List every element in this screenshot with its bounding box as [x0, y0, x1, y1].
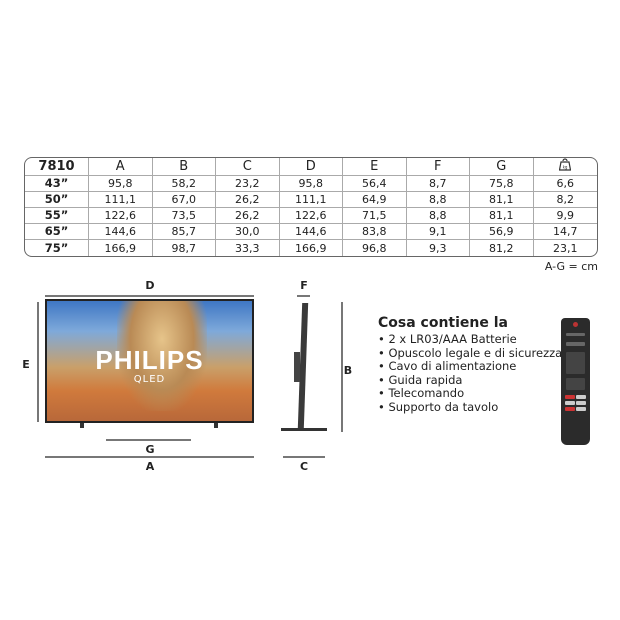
- table-cell: 71,5: [343, 208, 407, 224]
- table-cell: 95,8: [89, 176, 153, 192]
- dim-label-c: C: [299, 460, 309, 473]
- dim-label-g: G: [145, 443, 155, 456]
- table-row: 75” 166,9 98,7 33,3 166,9 96,8 9,3 81,2 23,1: [25, 240, 597, 256]
- table-cell: 67,0: [152, 192, 216, 208]
- table-cell: 33,3: [216, 240, 280, 256]
- table-cell: 56,4: [343, 176, 407, 192]
- table-cell: 122,6: [89, 208, 153, 224]
- table-row: 55” 122,6 73,5 26,2 122,6 71,5 8,8 81,1 9,9: [25, 208, 597, 224]
- dim-label-a: A: [145, 460, 155, 473]
- table-cell: 166,9: [280, 240, 343, 256]
- table-cell: 144,6: [89, 224, 153, 240]
- remote-control-image: [561, 318, 590, 445]
- dim-label-f: F: [300, 279, 308, 292]
- table-cell: 95,8: [279, 176, 343, 192]
- screen-size: 50”: [25, 192, 89, 208]
- col-header: A: [89, 158, 153, 176]
- table-cell: 144,6: [279, 224, 343, 240]
- table-row: 43” 95,8 58,2 23,2 95,8 56,4 8,7 75,8 6,6: [25, 176, 597, 192]
- table-cell: 9,1: [406, 224, 470, 240]
- table-cell: 64,9: [343, 192, 407, 208]
- table-cell: 6,6: [533, 176, 597, 192]
- table-cell: 26,2: [216, 208, 280, 224]
- table-header-row: 7810 A B C D E F G kg: [25, 158, 597, 176]
- table-cell: 9,3: [407, 240, 470, 256]
- table-cell: 81,1: [470, 208, 534, 224]
- list-item: 2 x LR03/AAA Batterie: [378, 332, 562, 347]
- table-cell: 166,9: [89, 240, 153, 256]
- dim-line-f: [297, 295, 310, 297]
- table-cell: 111,1: [89, 192, 153, 208]
- table-cell: 73,5: [152, 208, 216, 224]
- col-header: F: [406, 158, 470, 176]
- tv-foot-right: [214, 423, 218, 428]
- list-item: Opuscolo legale e di sicurezza: [378, 346, 562, 361]
- tv-side-stand: [281, 428, 327, 431]
- table-cell: 75,8: [470, 176, 534, 192]
- table-cell: 111,1: [279, 192, 343, 208]
- dim-line-e: [37, 302, 39, 422]
- list-item: Telecomando: [378, 387, 562, 401]
- dim-label-b: B: [343, 364, 353, 377]
- weight-kg-icon: kg: [559, 158, 572, 171]
- table-cell: 26,2: [216, 192, 280, 208]
- screen-size: 43”: [25, 176, 89, 192]
- table-cell: 58,2: [152, 176, 216, 192]
- dim-line-b: [341, 302, 343, 432]
- col-header: D: [279, 158, 343, 176]
- table-cell: 14,7: [533, 224, 597, 240]
- table-cell: 98,7: [153, 240, 216, 256]
- dim-line-g: [106, 439, 191, 441]
- list-item: Supporto da tavolo: [378, 400, 562, 415]
- table-cell: 83,8: [343, 224, 407, 240]
- list-item: Cavo di alimentazione: [378, 360, 562, 374]
- table-cell: 8,8: [406, 208, 470, 224]
- table-cell: 23,1: [553, 241, 578, 255]
- table-cell: 85,7: [152, 224, 216, 240]
- col-header: C: [216, 158, 280, 176]
- table-cell: 122,6: [279, 208, 343, 224]
- table-cell: 8,2: [533, 192, 597, 208]
- table-cell: 30,0: [216, 224, 280, 240]
- dimensions-table: 7810 A B C D E F G kg 43” 95,8 58,2 23,2 95,…: [24, 157, 598, 257]
- col-header-weight: kg: [533, 158, 597, 176]
- unit-note: A-G = cm: [544, 260, 598, 273]
- dim-label-d: D: [145, 279, 155, 292]
- box-contents-title: Cosa contiene la: [378, 315, 508, 331]
- table-cell: 56,9: [470, 224, 534, 240]
- table-cell: 81,2: [470, 240, 534, 256]
- col-header: B: [152, 158, 216, 176]
- screen-size: 75”: [25, 240, 89, 256]
- table-cell: 8,8: [406, 192, 470, 208]
- model-number: 7810: [25, 158, 89, 176]
- table-row: 65” 144,6 85,7 30,0 144,6 83,8 9,1 56,9 14,7: [25, 224, 597, 240]
- tv-foot-left: [80, 423, 84, 428]
- box-contents: Cosa contiene la 2 x LR03/AAA BatterieOp…: [378, 315, 562, 415]
- col-header: G: [470, 158, 534, 176]
- table-cell: 81,1: [470, 192, 534, 208]
- screen-size: 65”: [25, 224, 89, 240]
- tv-side-backbox: [294, 352, 300, 382]
- brand-logo: PHILIPS: [95, 345, 204, 375]
- svg-text:kg: kg: [563, 165, 568, 170]
- col-header: E: [343, 158, 407, 176]
- dim-line-d: [45, 295, 254, 297]
- screen-art: [117, 301, 207, 411]
- dim-label-e: E: [22, 358, 30, 371]
- table-cell: 96,8: [343, 240, 407, 256]
- screen-size: 55”: [25, 208, 89, 224]
- table-cell: 23,2: [216, 176, 280, 192]
- table-cell: 8,7: [406, 176, 470, 192]
- list-item: Guida rapida: [378, 373, 562, 388]
- table-row: 50” 111,1 67,0 26,2 111,1 64,9 8,8 81,1 8,2: [25, 192, 597, 208]
- tv-front-image: PHILIPS QLED: [45, 299, 254, 423]
- table-cell: 9,9: [533, 208, 597, 224]
- qled-logo: QLED: [133, 374, 166, 385]
- dim-line-a: [45, 456, 254, 458]
- dim-line-c: [283, 456, 325, 458]
